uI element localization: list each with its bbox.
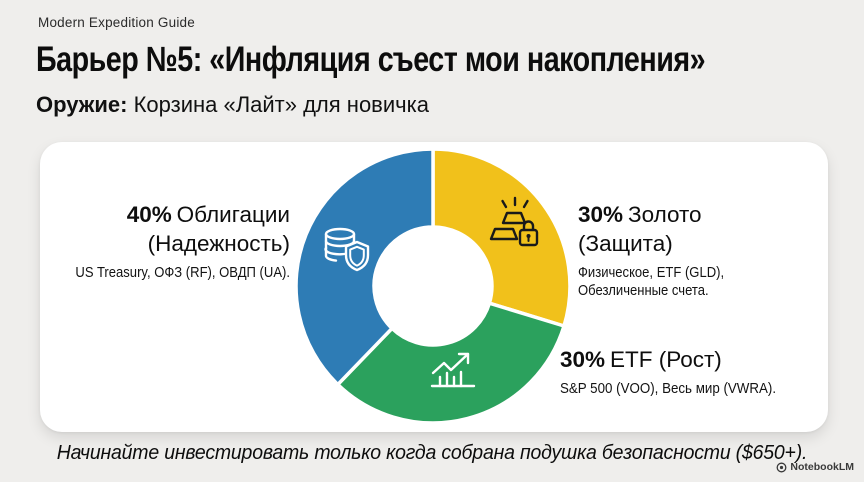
gold-description-line1: Физическое, ETF (GLD), <box>578 264 725 281</box>
gold-percent: 30% <box>578 202 624 227</box>
coins-shield-icon <box>324 227 370 272</box>
label-bonds: 40% Облигации (Надежность) US Treasury, О… <box>40 201 290 282</box>
segment-etf <box>336 301 566 425</box>
label-bonds-line1: 40% Облигации <box>40 201 290 230</box>
etf-description: S&P 500 (VOO), Весь мир (VWRA). <box>560 380 777 397</box>
page-title: Барьер №5: «Инфляция съест мои накоплени… <box>36 40 706 79</box>
subtitle: Оружие: Корзина «Лайт» для новичка <box>36 92 429 118</box>
etf-percent: 30% <box>560 347 606 372</box>
gold-name: Золото <box>627 202 702 227</box>
eyebrow-text: Modern Expedition Guide <box>38 15 195 30</box>
watermark-text: NotebookLM <box>790 461 854 473</box>
growth-arrow-icon <box>430 352 476 388</box>
label-gold: 30% Золото (Защита) Физическое, ETF (GLD)… <box>578 201 818 300</box>
label-bonds-line2: (Надежность) <box>147 230 290 256</box>
etf-name: ETF (Рост) <box>609 347 722 372</box>
segment-gold <box>431 147 572 328</box>
bonds-percent: 40% <box>126 202 172 227</box>
gold-bars-lock-icon <box>489 196 539 247</box>
subtitle-text: Корзина «Лайт» для новичка <box>127 92 429 117</box>
notebooklm-logo-icon <box>776 462 787 472</box>
allocation-donut-chart <box>294 147 572 425</box>
bonds-description: US Treasury, ОФЗ (RF), ОВДП (UA). <box>75 264 290 281</box>
footer-note: Начинайте инвестировать только когда соб… <box>56 441 808 464</box>
subtitle-label: Оружие: <box>36 92 128 117</box>
watermark: NotebookLM <box>776 461 854 473</box>
bonds-name: Облигации <box>176 202 290 227</box>
label-etf: 30% ETF (Рост) S&P 500 (VOO), Весь мир (V… <box>560 346 820 398</box>
gold-description: Физическое, ETF (GLD), Обезличенные счет… <box>578 264 794 300</box>
label-gold-line1: 30% Золото <box>578 201 818 230</box>
label-gold-line2: (Защита) <box>578 230 673 256</box>
gold-description-line2: Обезличенные счета. <box>578 282 709 299</box>
label-etf-line1: 30% ETF (Рост) <box>560 346 820 375</box>
